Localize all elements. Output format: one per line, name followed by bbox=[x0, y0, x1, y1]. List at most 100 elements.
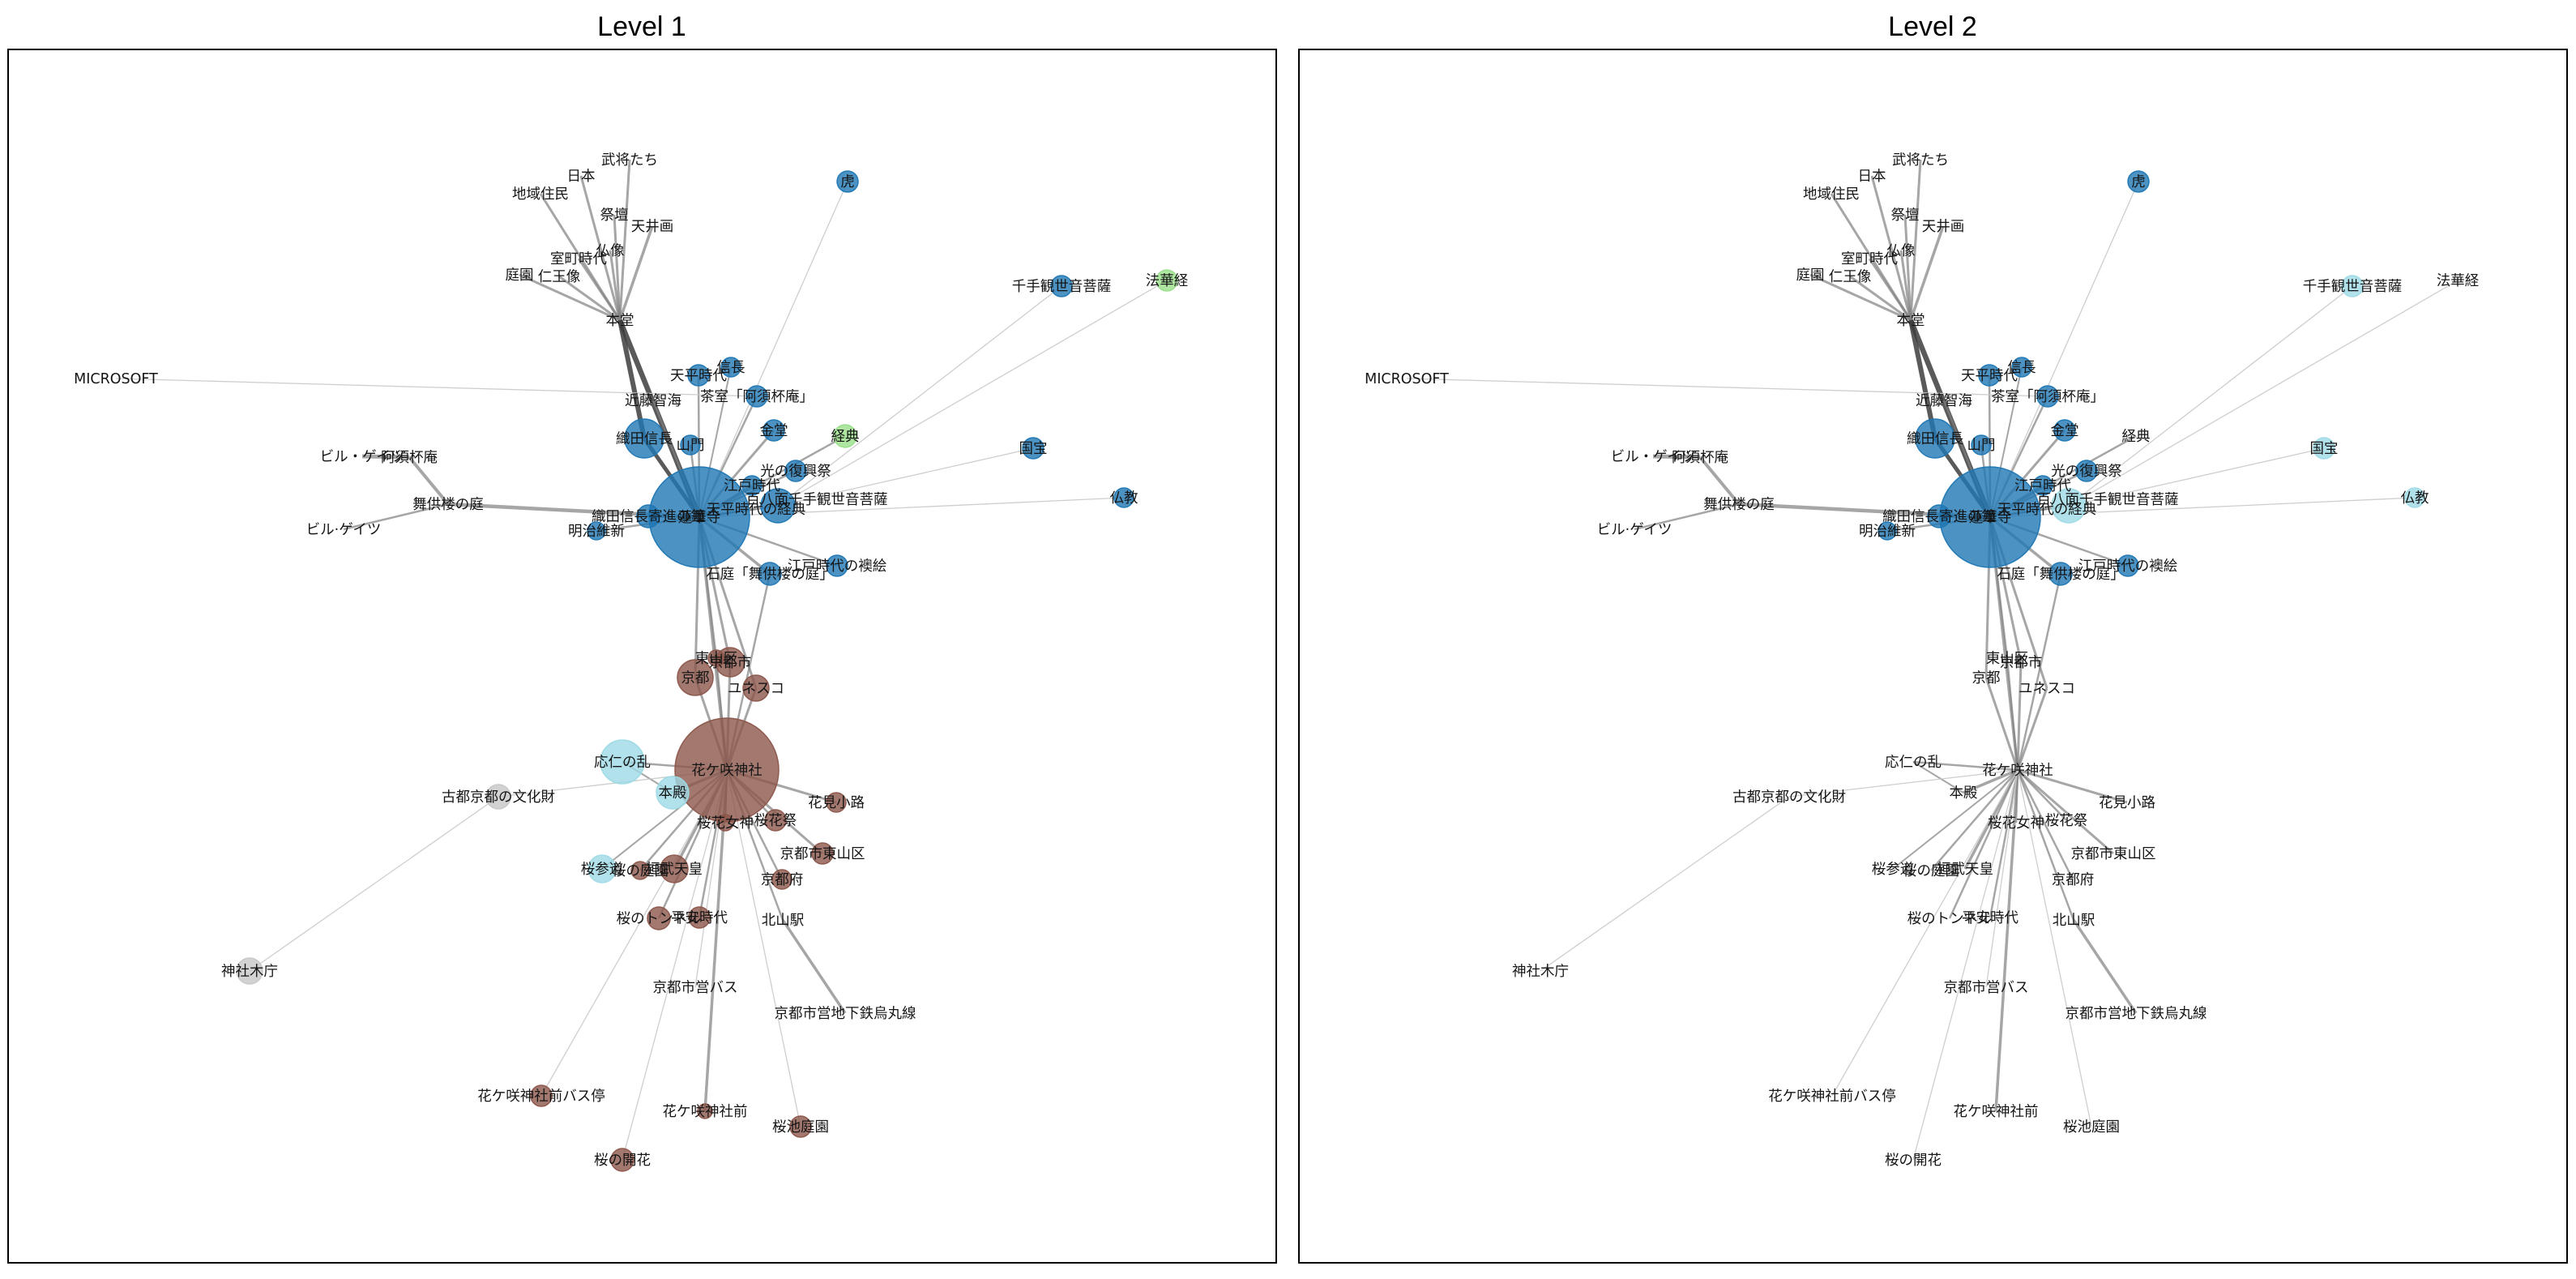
node-nobunaga[interactable] bbox=[2011, 357, 2032, 378]
node-oukasai[interactable] bbox=[764, 809, 787, 832]
graph-edge bbox=[1634, 503, 1740, 531]
graph-edge bbox=[2068, 280, 2459, 507]
node-sandou[interactable] bbox=[587, 854, 617, 883]
graph-edge bbox=[2017, 768, 2128, 804]
node-meiji[interactable] bbox=[587, 521, 606, 541]
node-higashiyamaku[interactable] bbox=[707, 649, 725, 667]
node-kokuhou[interactable] bbox=[1022, 437, 1044, 460]
graph-edge bbox=[2016, 769, 2075, 921]
label-butsuzou: 仏像 bbox=[596, 243, 625, 259]
node-sanmon[interactable] bbox=[680, 434, 701, 456]
node-tenpyo[interactable] bbox=[687, 364, 710, 387]
node-heian[interactable] bbox=[688, 906, 711, 929]
node-sekitei[interactable] bbox=[758, 562, 782, 586]
graph-edge bbox=[617, 319, 647, 439]
graph-edge bbox=[1809, 273, 1912, 322]
node-oda[interactable] bbox=[1915, 418, 1955, 459]
node-tonneru[interactable] bbox=[647, 906, 671, 930]
node-hokkekyou[interactable] bbox=[1156, 269, 1178, 292]
graph-edge bbox=[726, 769, 801, 1127]
node-sekitei[interactable] bbox=[2048, 562, 2073, 586]
node-tora[interactable] bbox=[836, 170, 859, 193]
label-kyoto: 京都 bbox=[1972, 670, 2001, 687]
graph-edge bbox=[2068, 447, 2325, 507]
node-kokuhou[interactable] bbox=[2313, 437, 2335, 460]
node-kyotofu[interactable] bbox=[771, 869, 792, 890]
node-kondou[interactable] bbox=[763, 419, 785, 442]
node-tora[interactable] bbox=[2127, 170, 2150, 193]
label-tenpyo_kyoten: 天平時代の経典 bbox=[1997, 502, 2097, 518]
label-chashitsu: 茶室「阿須杯庵」 bbox=[700, 389, 814, 405]
label-bill2: ビル·ゲイツ bbox=[306, 522, 382, 538]
label-tora: 虎 bbox=[840, 174, 855, 190]
label-nihon: 日本 bbox=[1858, 169, 1886, 185]
node-fusumae[interactable] bbox=[2117, 554, 2139, 577]
label-bill2: ビル·ゲイツ bbox=[1597, 522, 1672, 538]
node-ounin[interactable] bbox=[600, 739, 645, 785]
graph-edge bbox=[1912, 760, 2019, 772]
node-jinja[interactable] bbox=[236, 957, 263, 985]
label-kyouten: 経典 bbox=[2122, 429, 2151, 445]
node-kondou[interactable] bbox=[2053, 419, 2076, 442]
label-tonneru: 桜のトンネル bbox=[617, 911, 702, 927]
graph-edge bbox=[2068, 285, 2353, 507]
label-rengeji: 蓮華寺 bbox=[678, 510, 721, 526]
node-kotokyoto[interactable] bbox=[485, 784, 511, 810]
graph-edge bbox=[1909, 159, 1922, 321]
graph-edge bbox=[1930, 769, 2019, 871]
label-nobunaga: 信長 bbox=[2008, 360, 2036, 376]
graph-edge bbox=[408, 456, 450, 506]
node-oukamegami[interactable] bbox=[716, 814, 734, 832]
node-unesco[interactable] bbox=[742, 674, 770, 702]
node-nobunaga[interactable] bbox=[720, 357, 741, 378]
graph-edge bbox=[1948, 769, 2019, 919]
node-hyakuhachi[interactable] bbox=[760, 488, 796, 524]
node-basutei[interactable] bbox=[530, 1084, 553, 1107]
node-edojidai[interactable] bbox=[2032, 475, 2053, 496]
node-jinjamae[interactable] bbox=[697, 1103, 713, 1119]
label-senju: 千手観世音菩薩 bbox=[2303, 279, 2403, 295]
label-hikari: 光の復興祭 bbox=[2051, 464, 2122, 480]
label-oukamegami: 桜花女神 bbox=[1988, 815, 2044, 832]
node-honden[interactable] bbox=[656, 776, 690, 810]
label-tora: 虎 bbox=[2131, 174, 2146, 190]
graph-edge bbox=[618, 225, 654, 321]
label-asuhaian: 阿須杯庵 bbox=[381, 450, 438, 466]
node-kyoto[interactable] bbox=[677, 659, 714, 696]
node-senju[interactable] bbox=[2341, 275, 2364, 297]
node-kaika[interactable] bbox=[610, 1148, 634, 1172]
label-kane: 織田信長寄進の鐘 bbox=[1882, 509, 1996, 525]
node-meiji[interactable] bbox=[1878, 521, 1897, 541]
level-2-panel-border bbox=[1298, 49, 2568, 1264]
node-fusumae[interactable] bbox=[826, 554, 848, 577]
node-hikari[interactable] bbox=[784, 460, 807, 482]
graph-edge bbox=[609, 250, 622, 321]
node-sanmon[interactable] bbox=[1971, 434, 1992, 456]
node-hanamikoji[interactable] bbox=[826, 792, 847, 813]
node-hyakuhachi[interactable] bbox=[2051, 488, 2087, 524]
node-chashitsu[interactable] bbox=[745, 385, 768, 408]
label-bill1: ビル・ゲイツ bbox=[1611, 449, 1696, 465]
node-kanmu[interactable] bbox=[660, 854, 689, 883]
graph-edge bbox=[618, 159, 631, 321]
node-bukkyou[interactable] bbox=[1113, 487, 1134, 508]
node-sakuraike[interactable] bbox=[789, 1115, 812, 1138]
node-senju[interactable] bbox=[1050, 275, 1073, 297]
node-oda[interactable] bbox=[624, 418, 664, 459]
node-kyouten[interactable] bbox=[833, 424, 857, 448]
node-bukkyou[interactable] bbox=[2404, 487, 2425, 508]
node-kane[interactable] bbox=[1927, 504, 1951, 528]
node-hikari[interactable] bbox=[2075, 460, 2098, 482]
label-jinja: 神社木庁 bbox=[221, 964, 278, 980]
label-hondou: 本堂 bbox=[606, 313, 634, 329]
label-chiiki: 地域住民 bbox=[1803, 186, 1860, 203]
label-ounin: 応仁の乱 bbox=[1885, 755, 1942, 771]
graph-edge bbox=[1849, 275, 1912, 322]
node-kyohigashi[interactable] bbox=[811, 842, 834, 865]
node-tenpyo[interactable] bbox=[1978, 364, 2001, 387]
node-edojidai[interactable] bbox=[741, 475, 763, 496]
node-kane[interactable] bbox=[636, 504, 660, 528]
node-chashitsu[interactable] bbox=[2036, 385, 2059, 408]
node-sakuniwa[interactable] bbox=[630, 861, 650, 880]
